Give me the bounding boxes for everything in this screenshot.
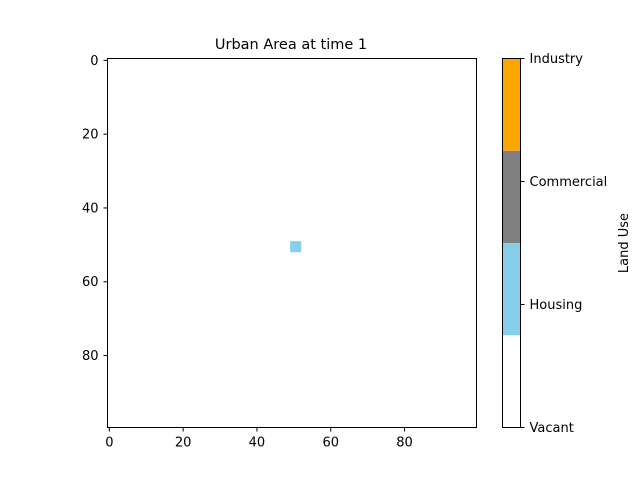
colorbar-segments — [502, 58, 521, 428]
x-tick-label: 60 — [322, 436, 339, 451]
chart-title: Urban Area at time 1 — [215, 37, 367, 53]
colorbar-ticks: Vacant Housing Commercial Industry — [520, 52, 608, 436]
colorbar-frame — [502, 58, 521, 428]
colorbar-segment-vacant — [502, 335, 521, 428]
colorbar-tick-label: Vacant — [530, 421, 574, 436]
x-tick-label: 0 — [105, 436, 113, 451]
x-tick-label: 20 — [175, 436, 192, 451]
y-tick-label: 0 — [90, 54, 98, 69]
colorbar-segment-housing — [502, 243, 521, 336]
colorbar-tick-label: Commercial — [530, 175, 608, 190]
colorbar-tick-label: Industry — [530, 52, 584, 67]
y-tick-label: 40 — [82, 201, 99, 216]
y-tick-label: 60 — [82, 275, 99, 290]
y-tick-label: 20 — [82, 128, 99, 143]
colorbar-tick-label: Housing — [530, 298, 583, 313]
plot-area: 0 20 40 60 80 0 20 40 60 80 — [82, 54, 477, 451]
heatmap-cells — [290, 241, 302, 253]
colorbar-label: Land Use — [617, 213, 632, 273]
x-axis: 0 20 40 60 80 — [105, 427, 413, 451]
y-axis: 0 20 40 60 80 — [82, 54, 108, 364]
colorbar-segment-commercial — [502, 150, 521, 243]
heatmap-cell-housing — [290, 241, 302, 253]
x-tick-label: 80 — [396, 436, 413, 451]
y-tick-label: 80 — [82, 349, 99, 364]
x-tick-label: 40 — [249, 436, 266, 451]
colorbar: Vacant Housing Commercial Industry Land Use — [502, 52, 632, 436]
colorbar-segment-industry — [502, 58, 521, 151]
